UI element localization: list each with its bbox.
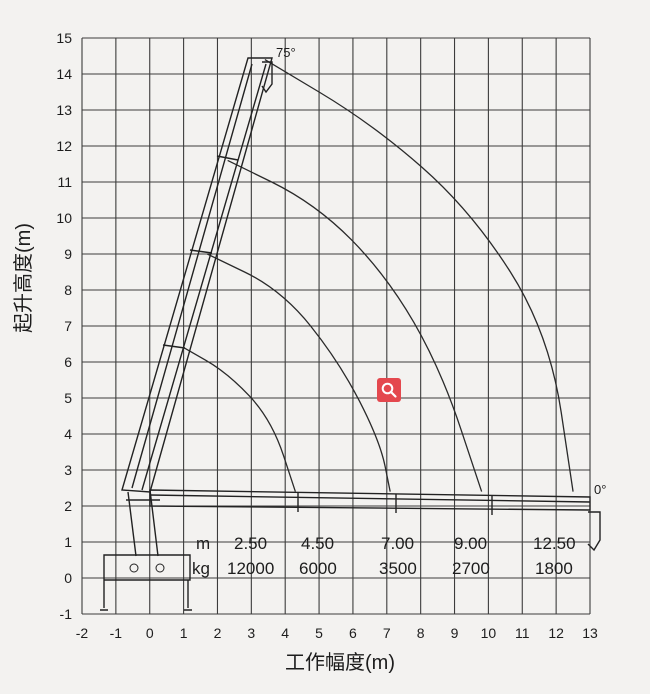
magnifier-icon bbox=[381, 382, 397, 398]
base-pivot bbox=[129, 563, 139, 573]
horizontal-boom bbox=[149, 489, 591, 511]
radius-1: 2.50 bbox=[234, 534, 267, 553]
x-tick-labels: -2 -1 0 1 2 3 4 5 6 7 8 9 10 11 12 13 bbox=[76, 625, 598, 641]
y-tick-label: 9 bbox=[64, 246, 72, 262]
load-2: 6000 bbox=[299, 559, 337, 578]
grid bbox=[81, 37, 591, 615]
x-tick-label: 2 bbox=[214, 625, 222, 641]
radius-3: 7.00 bbox=[381, 534, 414, 553]
x-tick-label: 0 bbox=[146, 625, 154, 641]
crane-column bbox=[126, 489, 160, 557]
x-tick-label: 9 bbox=[451, 625, 459, 641]
y-tick-label: 3 bbox=[64, 462, 72, 478]
x-tick-label: 6 bbox=[349, 625, 357, 641]
angle-75-label: 75° bbox=[276, 45, 296, 60]
top-hook bbox=[261, 61, 273, 94]
boom-section-joints bbox=[162, 155, 239, 349]
load-3: 3500 bbox=[379, 559, 417, 578]
horizontal-boom-inner bbox=[149, 492, 591, 515]
y-axis-title: 起升高度(m) bbox=[12, 223, 35, 333]
load-5: 1800 bbox=[535, 559, 573, 578]
x-tick-label: 5 bbox=[315, 625, 323, 641]
y-tick-label: 12 bbox=[56, 138, 72, 154]
y-tick-label: 15 bbox=[56, 30, 72, 46]
end-hook bbox=[587, 511, 601, 552]
raised-boom-inner bbox=[131, 63, 267, 491]
radius-2: 4.50 bbox=[301, 534, 334, 553]
radius-4: 9.00 bbox=[454, 534, 487, 553]
x-tick-label: 1 bbox=[180, 625, 188, 641]
base-pivot-2 bbox=[155, 563, 165, 573]
y-tick-label: 1 bbox=[64, 534, 72, 550]
crane-base bbox=[100, 554, 192, 611]
load-4: 2700 bbox=[452, 559, 490, 578]
working-range-arcs bbox=[183, 59, 574, 492]
range-arc-2 bbox=[207, 253, 391, 492]
y-tick-label: -1 bbox=[60, 606, 73, 622]
x-tick-label: 3 bbox=[247, 625, 255, 641]
x-tick-label: 11 bbox=[515, 625, 530, 641]
y-tick-label: 6 bbox=[64, 354, 72, 370]
y-tick-label: 11 bbox=[57, 174, 72, 190]
x-tick-label: -2 bbox=[76, 625, 89, 641]
y-tick-label: 13 bbox=[56, 102, 72, 118]
y-tick-label: 5 bbox=[64, 390, 72, 406]
unit-kg-label: kg bbox=[192, 559, 210, 578]
y-tick-label: 10 bbox=[56, 210, 72, 226]
x-tick-label: 4 bbox=[281, 625, 289, 641]
x-tick-label: 10 bbox=[481, 625, 497, 641]
load-table: m kg 2.50 4.50 7.00 9.00 12.50 12000 600… bbox=[192, 534, 576, 578]
angle-0-label: 0° bbox=[594, 482, 606, 497]
raised-boom bbox=[121, 57, 273, 493]
radius-5: 12.50 bbox=[533, 534, 576, 553]
crane-drawing bbox=[100, 57, 601, 611]
x-tick-label: 12 bbox=[548, 625, 564, 641]
load-1: 12000 bbox=[227, 559, 274, 578]
x-tick-label: 8 bbox=[417, 625, 425, 641]
y-tick-label: 2 bbox=[64, 498, 72, 514]
y-tick-label: 7 bbox=[64, 318, 72, 334]
y-tick-label: 14 bbox=[56, 66, 72, 82]
range-arc-4 bbox=[264, 59, 574, 492]
x-tick-label: 7 bbox=[383, 625, 391, 641]
y-tick-label: 4 bbox=[64, 426, 72, 442]
range-arc-3 bbox=[227, 159, 483, 492]
unit-m-label: m bbox=[196, 534, 210, 553]
y-tick-label: 8 bbox=[64, 282, 72, 298]
y-tick-label: 0 bbox=[64, 570, 72, 586]
image-search-button[interactable] bbox=[377, 378, 401, 402]
x-tick-label: 13 bbox=[582, 625, 598, 641]
x-tick-label: -1 bbox=[110, 625, 123, 641]
x-axis-title: 工作幅度(m) bbox=[285, 651, 395, 674]
